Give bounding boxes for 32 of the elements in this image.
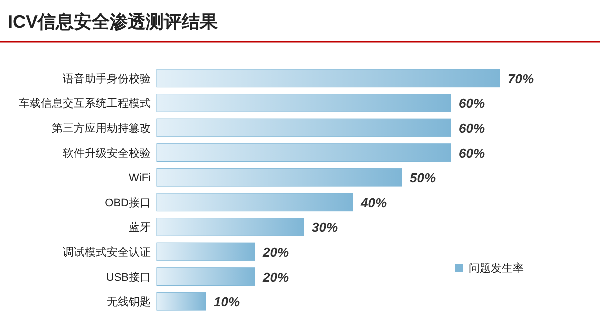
data-label: 70% (508, 71, 534, 86)
chart-title: ICV信息安全渗透测评结果 (8, 12, 220, 32)
bar (156, 144, 452, 162)
y-tick-label: 蓝牙 (129, 221, 151, 234)
bar (156, 94, 452, 112)
y-tick-label: OBD接口 (105, 196, 151, 210)
y-tick-label: 第三方应用劫持篡改 (52, 122, 151, 135)
y-tick-label: 软件升级安全校验 (63, 146, 151, 160)
bar (156, 69, 500, 88)
bar (156, 193, 354, 212)
data-label: 60% (459, 96, 486, 112)
bar (156, 268, 256, 286)
data-label: 60% (459, 146, 486, 161)
y-tick-label: WiFi (129, 172, 151, 185)
data-label: 50% (410, 170, 436, 186)
bar (156, 218, 304, 236)
y-tick-label: 无线钥匙 (107, 296, 151, 309)
bar (156, 292, 206, 311)
legend-label: 问题发生率 (469, 262, 524, 275)
y-tick-label: 调试模式安全认证 (63, 246, 151, 259)
data-label: 10% (214, 294, 240, 310)
data-label: 60% (459, 121, 486, 136)
bar (156, 118, 452, 138)
bar (156, 242, 256, 262)
bar (156, 168, 402, 187)
data-label: 20% (262, 245, 290, 260)
data-label: 20% (262, 270, 290, 285)
y-tick-label: 车载信息交互系统工程模式 (19, 97, 151, 110)
y-tick-label: USB接口 (106, 270, 151, 284)
data-label: 40% (360, 195, 388, 210)
data-label: 30% (312, 220, 338, 236)
y-tick-label: 语音助手身份校验 (63, 72, 151, 86)
